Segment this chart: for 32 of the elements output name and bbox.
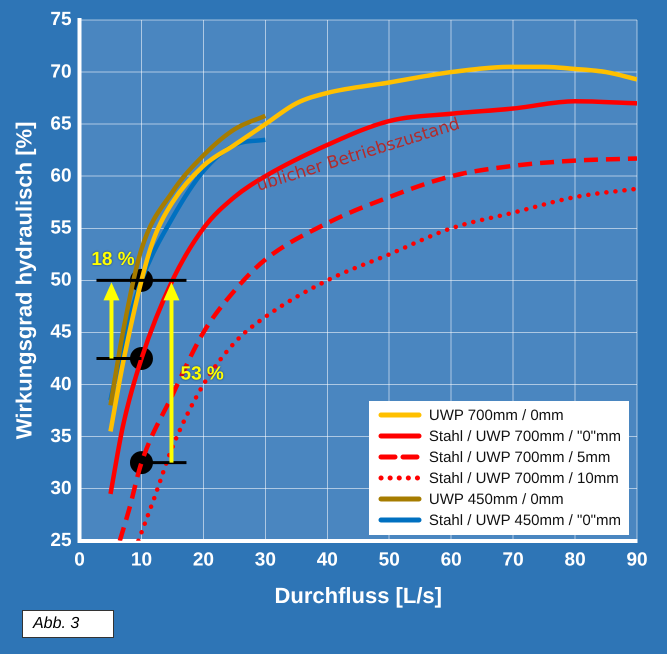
y-tick-label: 55 <box>50 218 72 239</box>
x-axis-title: Durchfluss [L/s] <box>274 582 442 608</box>
y-tick-label: 45 <box>50 322 72 343</box>
legend-label: Stahl / UWP 700mm / 5mm <box>428 448 610 466</box>
caption: Abb. 3 <box>22 610 114 638</box>
x-tick-label: 70 <box>502 549 524 570</box>
y-tick-label: 65 <box>50 113 72 134</box>
annotation: 18 % <box>91 248 135 270</box>
y-tick-label: 40 <box>50 374 72 395</box>
x-tick-label: 10 <box>130 549 152 570</box>
legend-label: UWP 700mm / 0mm <box>428 406 564 424</box>
legend-label: Stahl / UWP 700mm / 10mm <box>428 470 619 487</box>
x-tick-label: 60 <box>440 549 462 570</box>
y-tick-label: 30 <box>50 478 72 499</box>
x-tick-label: 20 <box>192 549 214 570</box>
y-tick-label: 50 <box>50 270 72 291</box>
y-axis-title: Wirkungsgrad hydraulisch [%] <box>11 122 36 440</box>
x-tick-label: 90 <box>626 549 648 570</box>
annotation: 53 % <box>180 363 224 384</box>
y-tick-label: 75 <box>50 9 72 30</box>
x-tick-label: 40 <box>316 549 338 570</box>
x-tick-label: 30 <box>254 549 276 570</box>
x-tick-label: 50 <box>378 549 400 570</box>
legend-label: Stahl / UWP 700mm / "0"mm <box>428 428 621 445</box>
y-tick-label: 25 <box>50 530 72 552</box>
y-tick-label: 60 <box>50 165 72 186</box>
x-tick-label: 80 <box>564 549 586 570</box>
legend-label: Stahl / UWP 450mm / "0"mm <box>428 512 621 529</box>
x-tick-label: 0 <box>74 549 85 570</box>
y-tick-label: 35 <box>50 426 72 447</box>
y-tick-label: 70 <box>50 61 72 82</box>
legend-label: UWP 450mm / 0mm <box>428 490 564 508</box>
